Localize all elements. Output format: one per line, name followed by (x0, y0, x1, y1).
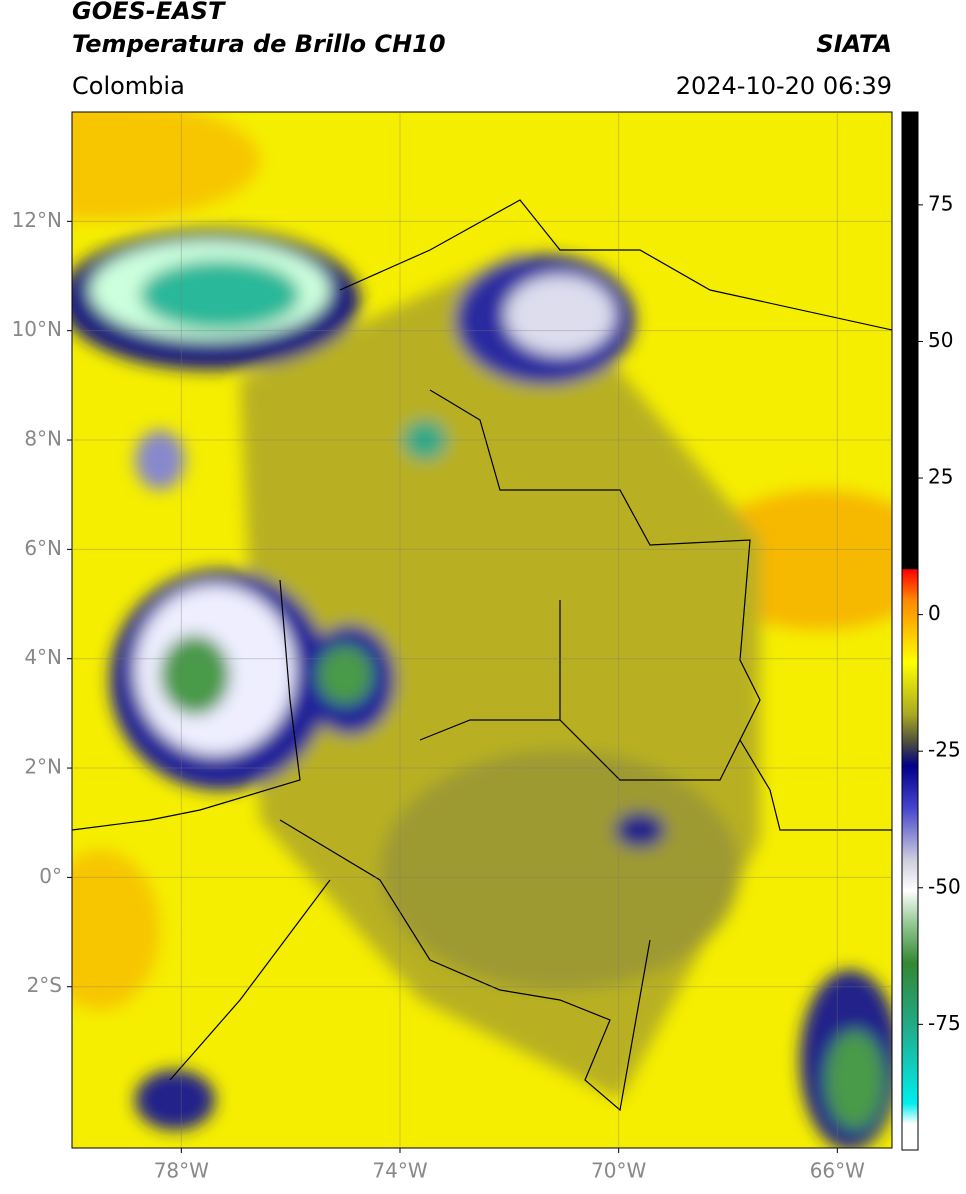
y-tick-label: 2°N (24, 755, 62, 779)
colorbar-tick-label: -75 (928, 1011, 961, 1035)
colorbar-tick-label: 50 (928, 328, 953, 352)
colorbar-tick-label: 0 (928, 601, 941, 625)
x-tick-label: 74°W (372, 1159, 427, 1183)
colorbar-tick-label: 75 (928, 191, 953, 215)
colorbar-tick-label: 25 (928, 465, 953, 489)
map-image (72, 112, 892, 1148)
y-tick-label: 0° (39, 864, 62, 888)
x-tick-label: 70°W (591, 1159, 646, 1183)
x-tick-label: 78°W (154, 1159, 209, 1183)
y-tick-label: 2°S (27, 973, 62, 997)
borders (72, 199, 892, 1112)
x-tick-label: 66°W (810, 1159, 865, 1183)
title: GOES-EAST (72, 0, 226, 25)
colorbar-tick-label: -50 (928, 874, 961, 898)
colorbar-tick-label: -25 (928, 738, 961, 762)
y-tick-label: 8°N (24, 427, 62, 451)
colorbar (901, 111, 919, 1151)
axes: 78°W 74°W 70°W 66°W 12°N 10°N 8°N 6°N 4°N 2°N 0° 2°… (12, 112, 961, 1183)
y-tick-label: 10°N (12, 317, 62, 341)
source: SIATA (816, 30, 892, 58)
subtitle: Temperatura de Brillo CH10 (72, 30, 446, 58)
clouds (72, 112, 892, 1148)
datetime: 2024-10-20 06:39 (676, 72, 892, 100)
region: Colombia (72, 72, 185, 100)
map-frame (71, 111, 893, 1149)
y-tick-label: 4°N (24, 645, 62, 669)
y-tick-label: 12°N (12, 208, 62, 232)
y-tick-label: 6°N (24, 536, 62, 560)
